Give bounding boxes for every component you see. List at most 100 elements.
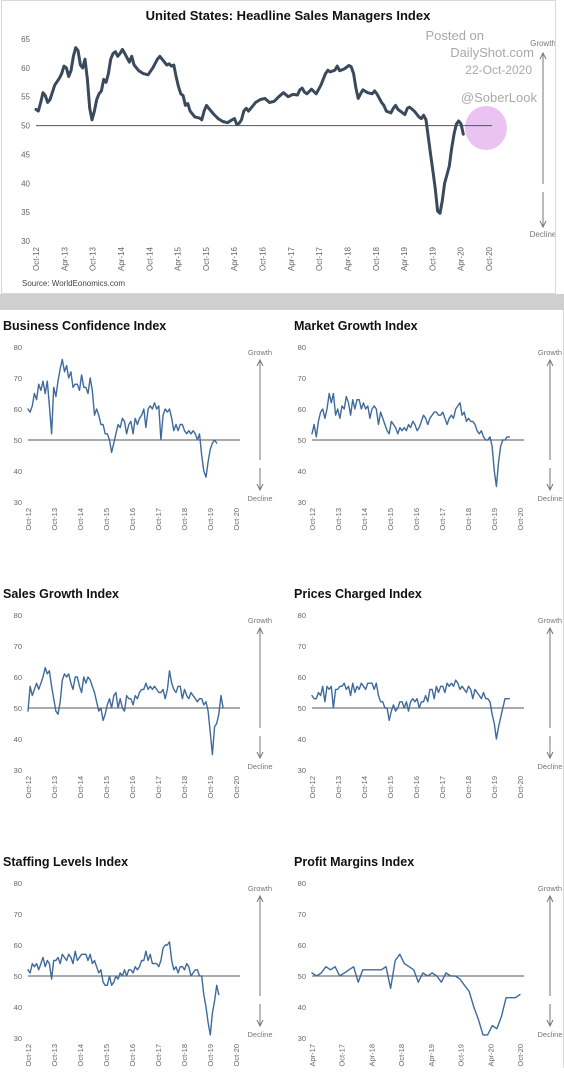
x-tick-label: Oct-20 (516, 776, 525, 799)
business-confidence-chart: Business Confidence Index 30 40 50 60 70 80 Oct… (3, 319, 273, 531)
x-tick-label: Oct-20 (516, 1044, 525, 1067)
x-tick-label: Oct-13 (50, 1044, 59, 1067)
series-line (27, 358, 218, 478)
x-tick-label: Oct-18 (180, 776, 189, 799)
decline-label: Decline (247, 494, 272, 503)
x-tick-label: Oct-20 (516, 508, 525, 531)
y-tick-label: 30 (21, 237, 30, 246)
y-tick-label: 60 (14, 405, 22, 414)
y-tick-label: 40 (298, 735, 306, 744)
x-tick-label: Oct-14 (76, 776, 85, 799)
x-tick-label: Apr-16 (230, 246, 239, 271)
decline-label: Decline (537, 494, 562, 503)
growth-label: Growth (538, 348, 562, 357)
x-tick-label: Oct-20 (232, 1044, 241, 1067)
x-tick-label: Oct-19 (490, 508, 499, 531)
y-tick-label: 60 (298, 405, 306, 414)
x-tick-label: Oct-13 (50, 508, 59, 531)
y-tick-label: 30 (14, 766, 22, 775)
decline-arrow-head (256, 751, 264, 760)
x-tick-label: Oct-16 (128, 1044, 137, 1067)
chart-title: Sales Growth Index (3, 587, 119, 601)
x-tick-label: Oct-16 (128, 508, 137, 531)
x-tick-label: Oct-16 (259, 246, 268, 271)
y-tick-label: 80 (298, 611, 306, 620)
y-tick-label: 40 (14, 1003, 22, 1012)
x-tick-label: Oct-20 (232, 776, 241, 799)
growth-label: Growth (248, 616, 272, 625)
y-tick-label: 35 (21, 208, 30, 217)
decline-label: Decline (537, 762, 562, 771)
y-tick-label: 45 (21, 150, 30, 159)
y-tick-label: 50 (21, 122, 30, 131)
growth-arrow-head (256, 358, 264, 367)
x-tick-label: Oct-15 (386, 508, 395, 531)
sales-growth-chart: Sales Growth Index 30 40 50 60 70 80 Oct-12 Oct-… (3, 587, 273, 799)
x-tick-label: Oct-18 (397, 1044, 406, 1067)
x-tick-label: Oct-14 (360, 776, 369, 799)
x-tick-label: Oct-12 (24, 776, 33, 799)
x-tick-label: Oct-18 (180, 508, 189, 531)
decline-label: Decline (247, 762, 272, 771)
x-tick-label: Oct-18 (464, 508, 473, 531)
profit-margins-chart: Profit Margins Index 30 40 50 60 70 80 Apr-17 Oc… (294, 855, 563, 1067)
y-tick-label: 80 (298, 879, 306, 888)
series-line (34, 46, 465, 215)
series-line (311, 679, 510, 740)
x-tick-label: Apr-19 (427, 1044, 436, 1067)
y-tick-label: 60 (298, 941, 306, 950)
y-tick-label: 80 (14, 343, 22, 352)
x-tick-label: Oct-14 (76, 1044, 85, 1067)
y-tick-label: 30 (298, 1034, 306, 1043)
staffing-levels-chart: Staffing Levels Index 30 40 50 60 70 80 Oct-12 O… (3, 855, 273, 1067)
y-tick-label: 50 (14, 704, 22, 713)
x-tick-label: Oct-13 (334, 508, 343, 531)
prices-charged-chart: Prices Charged Index 30 40 50 60 70 80 Oct-12 Oc… (294, 587, 563, 799)
chart-title: Profit Margins Index (294, 855, 414, 869)
decline-arrow-head (256, 483, 264, 492)
y-tick-label: 80 (14, 611, 22, 620)
y-tick-label: 60 (14, 941, 22, 950)
watermark-posted: Posted on (425, 28, 484, 43)
x-tick-label: Oct-19 (490, 776, 499, 799)
y-tick-label: 30 (298, 766, 306, 775)
decline-label: Decline (530, 230, 555, 239)
y-tick-label: 50 (14, 972, 22, 981)
growth-arrow-head (546, 894, 554, 903)
x-tick-label: Oct-18 (180, 1044, 189, 1067)
decline-label: Decline (247, 1030, 272, 1039)
decline-arrow-head (546, 483, 554, 492)
x-tick-label: Apr-19 (400, 246, 409, 271)
x-tick-label: Oct-15 (102, 1044, 111, 1067)
watermark-date: 22-Oct-2020 (465, 63, 532, 77)
series-line (27, 667, 224, 756)
y-tick-label: 50 (298, 972, 306, 981)
x-tick-label: Oct-17 (438, 508, 447, 531)
x-tick-label: Oct-15 (202, 246, 211, 271)
x-tick-label: Oct-17 (154, 776, 163, 799)
y-tick-label: 30 (14, 498, 22, 507)
x-tick-label: Oct-17 (338, 1044, 347, 1067)
y-tick-label: 50 (298, 436, 306, 445)
series-line (27, 941, 220, 1036)
x-tick-label: Oct-16 (412, 508, 421, 531)
y-tick-label: 40 (298, 1003, 306, 1012)
x-tick-label: Oct-16 (412, 776, 421, 799)
headline-chart: United States: Headline Sales Managers I… (21, 8, 557, 288)
x-tick-label: Oct-12 (32, 246, 41, 271)
growth-arrow-head (256, 894, 264, 903)
x-tick-label: Oct-19 (206, 1044, 215, 1067)
x-tick-label: Oct-13 (50, 776, 59, 799)
growth-arrow-head (539, 51, 547, 60)
x-tick-label: Oct-12 (24, 1044, 33, 1067)
y-tick-label: 80 (14, 879, 22, 888)
x-tick-label: Oct-15 (386, 776, 395, 799)
growth-label: Growth (248, 348, 272, 357)
y-tick-label: 30 (14, 1034, 22, 1043)
series-line (311, 953, 521, 1036)
growth-label: Growth (248, 884, 272, 893)
x-tick-label: Oct-14 (76, 508, 85, 531)
decline-arrow-head (539, 220, 547, 229)
x-tick-label: Apr-17 (308, 1044, 317, 1067)
y-tick-label: 60 (21, 64, 30, 73)
